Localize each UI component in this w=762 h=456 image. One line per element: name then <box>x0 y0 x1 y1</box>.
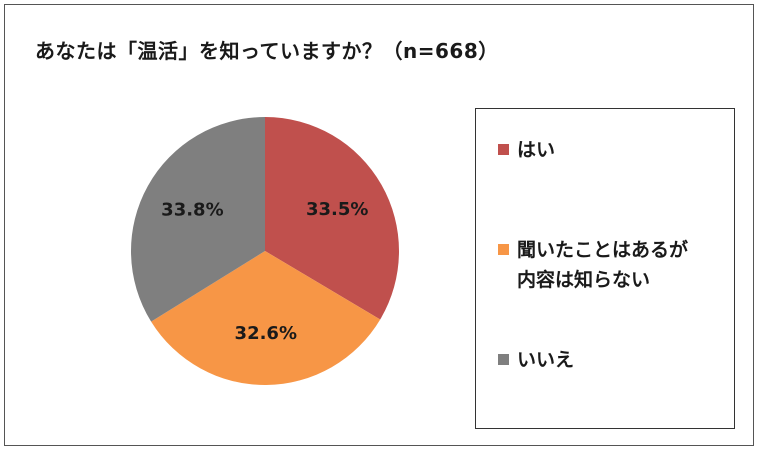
legend-swatch-yes <box>498 144 509 155</box>
legend-label-heard: 聞いたことはあるが 内容は知らない <box>517 235 688 295</box>
legend-label-heard-line-1: 聞いたことはあるが <box>517 239 689 261</box>
legend-swatch-heard <box>498 244 509 255</box>
legend-item-yes: はい <box>498 135 555 165</box>
legend-label-heard-line-2: 内容は知らない <box>517 269 651 291</box>
pie-slice-heard <box>151 251 381 385</box>
pie-label-no: 33.8% <box>161 200 223 221</box>
legend-item-heard: 聞いたことはあるが 内容は知らない <box>498 235 688 295</box>
chart-frame: あなたは「温活」を知っていますか？（n=668） 33.5% 32.6% 33.8%… <box>4 4 754 446</box>
pie-chart: 33.5% 32.6% 33.8% <box>130 117 399 385</box>
pie-slice-no <box>130 117 265 322</box>
pie-slice-yes <box>265 117 399 320</box>
pie-label-yes: 33.5% <box>306 199 368 220</box>
legend-item-no: いいえ <box>498 345 574 375</box>
chart-title: あなたは「温活」を知っていますか？（n=668） <box>35 39 499 63</box>
legend: はい 聞いたことはあるが 内容は知らない いいえ <box>475 108 735 429</box>
pie-label-heard: 32.6% <box>235 323 297 344</box>
legend-label-yes: はい <box>517 139 556 161</box>
legend-label-no: いいえ <box>517 349 575 371</box>
legend-swatch-no <box>498 354 509 365</box>
